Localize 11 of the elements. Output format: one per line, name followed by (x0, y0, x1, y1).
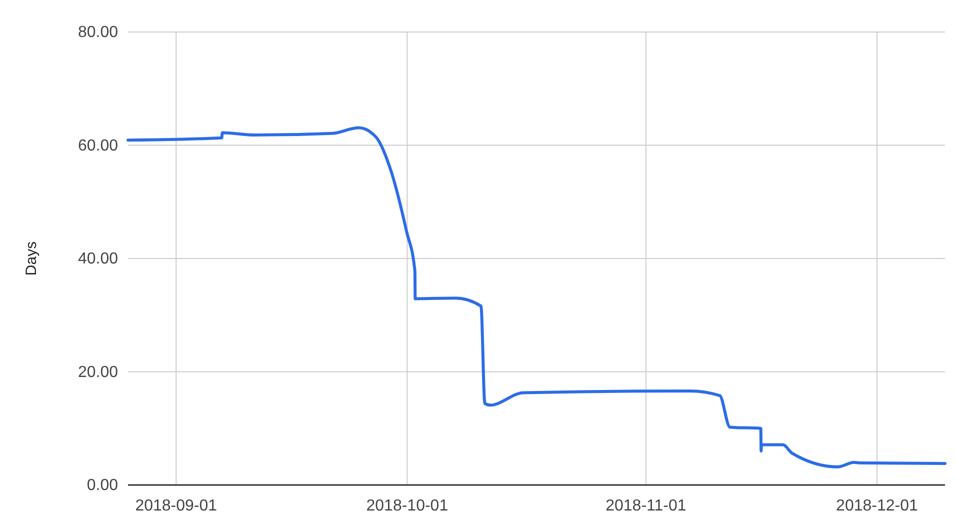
y-tick-label: 40.00 (78, 250, 118, 268)
y-tick-label: 20.00 (78, 364, 118, 381)
x-tick-label: 2018-09-01 (135, 497, 218, 514)
line-series (126, 126, 946, 468)
y-axis-title: Days (23, 241, 40, 276)
x-tick-label: 2018-11-01 (606, 497, 686, 514)
y-tick-label: 60.00 (78, 137, 118, 154)
y-tick-label: 0.00 (86, 477, 118, 494)
x-tick-label: 2018-10-01 (366, 497, 448, 514)
x-tick-label: 2018-12-01 (836, 497, 918, 514)
y-tick-label: 80.00 (78, 24, 118, 42)
